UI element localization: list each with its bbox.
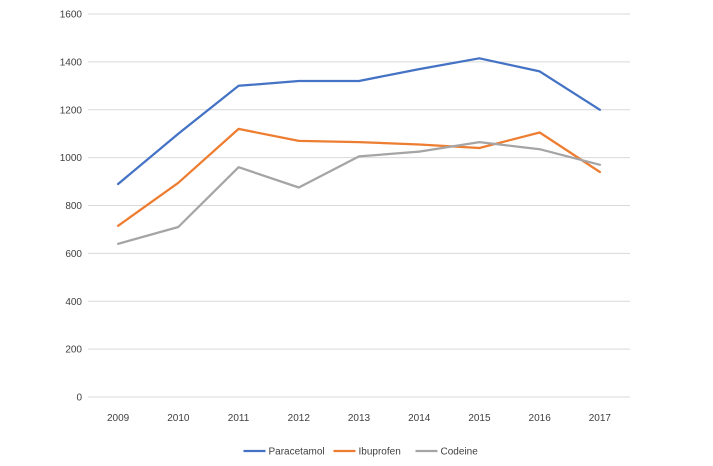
legend-label: Ibuprofen <box>359 447 401 458</box>
x-tick-label: 2012 <box>288 413 311 424</box>
series-line-codeine <box>116 140 602 245</box>
y-tick-label: 1200 <box>60 105 83 116</box>
gridlines <box>88 13 630 398</box>
y-tick-label: 0 <box>76 393 82 404</box>
y-tick-label: 600 <box>65 249 82 260</box>
legend: Paracetamol Ibuprofen Codeine <box>243 447 479 458</box>
y-tick-label: 1400 <box>60 57 83 68</box>
x-tick-label: 2009 <box>107 413 130 424</box>
y-tick-label: 1600 <box>60 10 83 21</box>
x-tick-label: 2016 <box>529 413 552 424</box>
series-line-ibuprofen <box>116 127 602 227</box>
series-line-paracetamol <box>116 57 602 186</box>
legend-label: Paracetamol <box>269 447 325 458</box>
y-axis-tick-labels: 0 200 400 600 800 1000 1200 1400 1600 <box>60 10 83 404</box>
y-tick-label: 200 <box>65 345 82 356</box>
series-lines <box>116 57 602 245</box>
x-tick-label: 2015 <box>468 413 491 424</box>
x-tick-label: 2013 <box>348 413 371 424</box>
x-tick-label: 2010 <box>167 413 190 424</box>
x-axis-tick-labels: 2009 2010 2011 2012 2013 2014 2015 2016 2017 <box>107 413 611 424</box>
y-tick-label: 800 <box>65 201 82 212</box>
x-tick-label: 2017 <box>589 413 612 424</box>
x-tick-label: 2014 <box>408 413 431 424</box>
y-tick-label: 400 <box>65 297 82 308</box>
y-tick-label: 1000 <box>60 153 83 164</box>
x-tick-label: 2011 <box>228 413 250 424</box>
legend-label: Codeine <box>441 447 479 458</box>
